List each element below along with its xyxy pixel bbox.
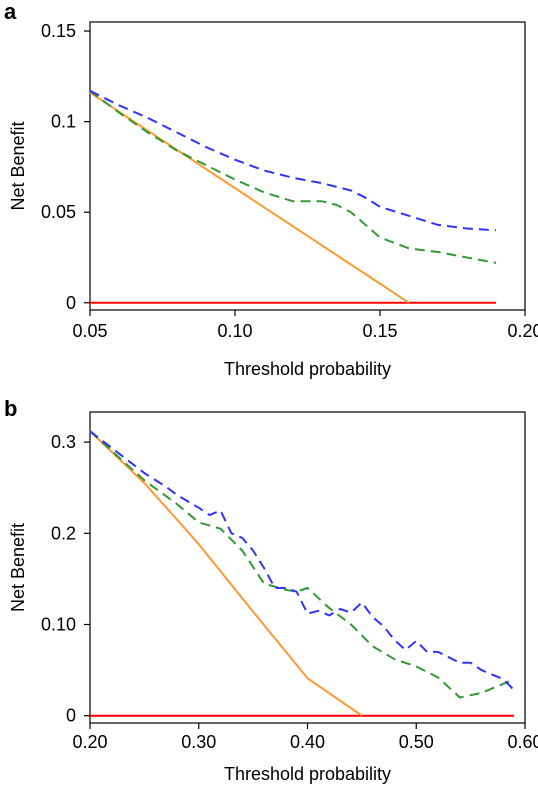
x-axis-label: Threshold probability <box>224 359 391 379</box>
panel-label: a <box>4 0 17 24</box>
x-tick-label: 0.05 <box>72 321 107 341</box>
panel-b: b 0.20 0.30 0.40 0.50 0.60 0 0.10 0.2 0.3 Threshol… <box>4 396 538 784</box>
y-tick-label: 0.05 <box>41 202 76 222</box>
x-tick-label: 0.50 <box>399 732 434 752</box>
y-tick-label: 0.2 <box>51 523 76 543</box>
y-tick-label: 0.1 <box>51 112 76 132</box>
x-tick-label: 0.60 <box>507 732 538 752</box>
y-tick-label: 0 <box>66 706 76 726</box>
series-line-2 <box>89 90 497 264</box>
y-tick-label: 0 <box>66 293 76 313</box>
plot-frame <box>89 21 526 311</box>
y-axis-label: Net Benefit <box>8 121 28 210</box>
series-line-3 <box>89 89 497 232</box>
x-tick-label: 0.10 <box>217 321 252 341</box>
x-tick-label: 0.30 <box>181 732 216 752</box>
y-axis-label: Net Benefit <box>8 523 28 612</box>
x-tick-label: 0.40 <box>290 732 325 752</box>
panel-label: b <box>4 396 17 421</box>
series-line-1 <box>89 91 410 304</box>
panel-a: a 0.05 0.10 0.15 0.20 0 0.05 0.1 0.15 Threshold p… <box>4 0 538 379</box>
x-tick-label: 0.20 <box>507 321 538 341</box>
y-tick-label: 0.15 <box>41 21 76 41</box>
series-line-1 <box>89 430 363 717</box>
plot-frame <box>89 411 526 724</box>
x-tick-label: 0.20 <box>72 732 107 752</box>
series-line-2 <box>89 430 515 699</box>
x-axis-label: Threshold probability <box>224 764 391 784</box>
y-tick-label: 0.3 <box>51 432 76 452</box>
y-tick-label: 0.10 <box>41 615 76 635</box>
series-line-3 <box>89 430 515 691</box>
x-tick-label: 0.15 <box>362 321 397 341</box>
